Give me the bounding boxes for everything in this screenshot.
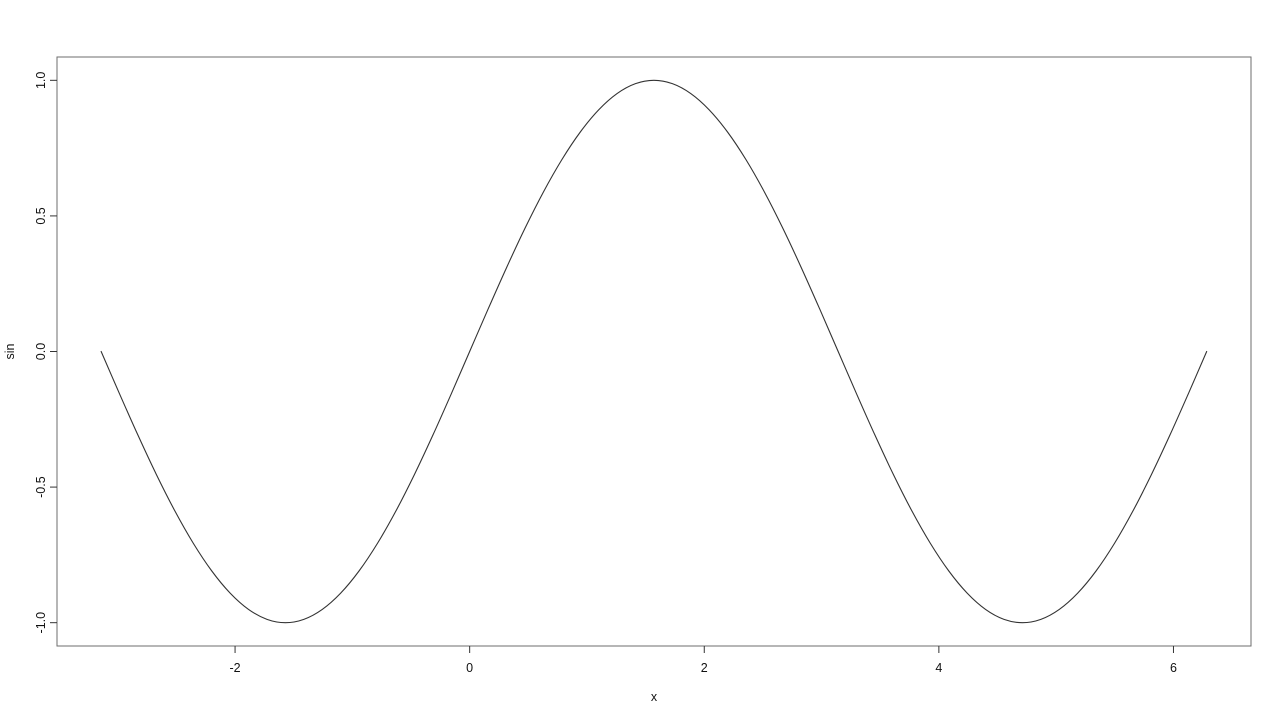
x-axis-tick-label: 6 — [1170, 661, 1177, 675]
plot-box — [56, 56, 1252, 647]
x-axis-tick-label: 4 — [935, 661, 942, 675]
sine-curve — [100, 79, 1208, 624]
y-axis-tick-label: 0.0 — [34, 343, 48, 360]
x-axis-tick-label: 2 — [701, 661, 708, 675]
y-axis-tick-label: 1.0 — [34, 72, 48, 89]
x-axis-title: x — [651, 690, 658, 704]
y-axis-ticks: -1.0 -0.5 0.0 0.5 1.0 — [34, 72, 57, 634]
y-axis-tick-label: -1.0 — [34, 612, 48, 634]
y-axis-tick-label: -0.5 — [34, 476, 48, 498]
x-axis-ticks: -2 0 2 4 6 — [229, 646, 1177, 675]
y-axis-tick-label: 0.5 — [34, 207, 48, 224]
y-axis-title: sin — [3, 343, 17, 359]
x-axis-tick-label: -2 — [229, 661, 240, 675]
x-axis-tick-label: 0 — [466, 661, 473, 675]
